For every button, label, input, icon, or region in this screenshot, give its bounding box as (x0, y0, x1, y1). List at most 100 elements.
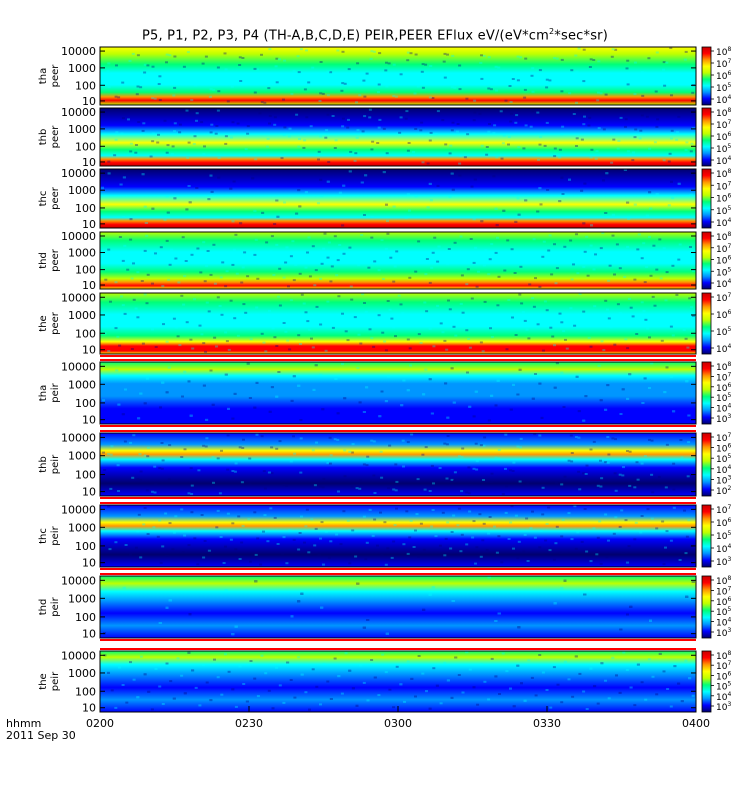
y-tick-label: 1000 (68, 123, 96, 136)
y-tick-label: 10 (82, 557, 96, 570)
spectrogram-6 (100, 362, 696, 424)
colorbar-tick-label: 107 (716, 243, 731, 255)
colorbar-tick-label: 104 (716, 278, 731, 290)
y-tick-label: 10 (82, 95, 96, 108)
panel-species-label: peer (50, 64, 61, 88)
y-tick-label: 10000 (61, 291, 96, 304)
y-tick-label: 10000 (61, 649, 96, 662)
spectrogram-5 (100, 293, 696, 354)
panel-probe-label: the (38, 315, 49, 331)
y-tick-label: 10000 (61, 167, 96, 180)
colorbar-tick-label: 104 (716, 94, 731, 106)
y-tick-label: 10000 (61, 106, 96, 119)
y-tick-label: 10000 (61, 574, 96, 587)
colorbar-tick-label: 105 (716, 326, 731, 338)
spectrogram-7 (100, 433, 696, 496)
spectrogram-4 (100, 232, 696, 289)
chart-title: P5, P1, P2, P3, P4 (TH-A,B,C,D,E) PEIR,P… (142, 27, 608, 44)
separator-bar (100, 497, 696, 504)
y-tick-label: 10000 (61, 45, 96, 58)
colorbar-tick-label: 105 (716, 82, 731, 94)
colorbar-tick-label: 105 (716, 266, 731, 278)
y-tick-label: 100 (75, 202, 96, 215)
y-tick-label: 10 (82, 628, 96, 641)
y-tick-label: 1000 (68, 309, 96, 322)
colorbar-tick-label: 105 (716, 530, 731, 542)
colorbar-tick-label: 104 (716, 343, 731, 355)
panel-frame (99, 504, 697, 568)
spectrogram-1 (100, 47, 696, 105)
y-tick-label: 1000 (68, 184, 96, 197)
colorbar-tick-label: 103 (716, 701, 731, 713)
y-tick-label: 100 (75, 540, 96, 553)
panel-frame (99, 168, 697, 229)
y-tick-label: 10000 (61, 230, 96, 243)
colorbar-bar (701, 292, 712, 355)
spectrogram-10 (100, 651, 696, 712)
colorbar-tick-label: 104 (716, 155, 731, 167)
panel-species-label: peir (50, 671, 61, 691)
colorbar-tick-label: 103 (716, 556, 731, 568)
spectrogram-texture (103, 293, 695, 353)
y-tick-label: 1000 (68, 667, 96, 680)
y-tick-label: 10 (82, 156, 96, 169)
y-tick-label: 10 (82, 344, 96, 357)
panel-frame (99, 107, 697, 167)
colorbar-tick-label: 107 (716, 180, 731, 192)
colorbar-bar (701, 650, 712, 713)
separator-bar (100, 425, 696, 432)
panel-frame (99, 575, 697, 639)
y-tick-label: 1000 (68, 521, 96, 534)
x-tick-label: 0400 (682, 717, 710, 730)
colorbar-tick-label: 107 (716, 292, 731, 304)
colorbar-tick-label: 105 (716, 205, 731, 217)
y-tick-label: 100 (75, 79, 96, 92)
spectrogram-texture (103, 651, 695, 711)
y-tick-label: 10 (82, 702, 96, 715)
panel-5: 10000 1000 100 10 the peer 107 106 105 104 (38, 291, 731, 356)
y-tick-label: 10 (82, 218, 96, 231)
x-tick-label: 0300 (384, 717, 412, 730)
separator-bar (100, 568, 696, 575)
x-tick-label: 0330 (533, 717, 561, 730)
colorbar-tick-label: 103 (716, 627, 731, 639)
panel-species-label: peer (50, 125, 61, 149)
y-tick-label: 10000 (61, 360, 96, 373)
colorbar-bar (701, 107, 712, 167)
panel-probe-label: tha (38, 68, 49, 84)
colorbar-tick-label: 103 (716, 413, 731, 425)
panel-species-label: peir (50, 382, 61, 402)
colorbar-bar (701, 231, 712, 290)
colorbar-tick-label: 108 (716, 107, 731, 119)
panel-probe-label: tha (38, 385, 49, 401)
spectrogram-texture (107, 108, 695, 165)
y-tick-label: 10 (82, 486, 96, 499)
colorbar-tick-label: 105 (716, 143, 731, 155)
colorbar-tick-label: 106 (716, 131, 731, 143)
colorbar-tick-label: 106 (716, 70, 731, 82)
spectrogram-9 (100, 576, 696, 638)
panel-probe-label: thb (38, 456, 49, 473)
panel-probe-label: thd (38, 252, 49, 269)
colorbar-tick-label: 104 (716, 217, 731, 229)
panel-frame (99, 46, 697, 106)
panel-probe-label: the (38, 673, 49, 689)
y-tick-label: 1000 (68, 450, 96, 463)
colorbar-tick-label: 108 (716, 46, 731, 58)
y-tick-label: 100 (75, 469, 96, 482)
spectrogram-texture (103, 576, 695, 636)
colorbar-tick-label: 107 (716, 119, 731, 131)
